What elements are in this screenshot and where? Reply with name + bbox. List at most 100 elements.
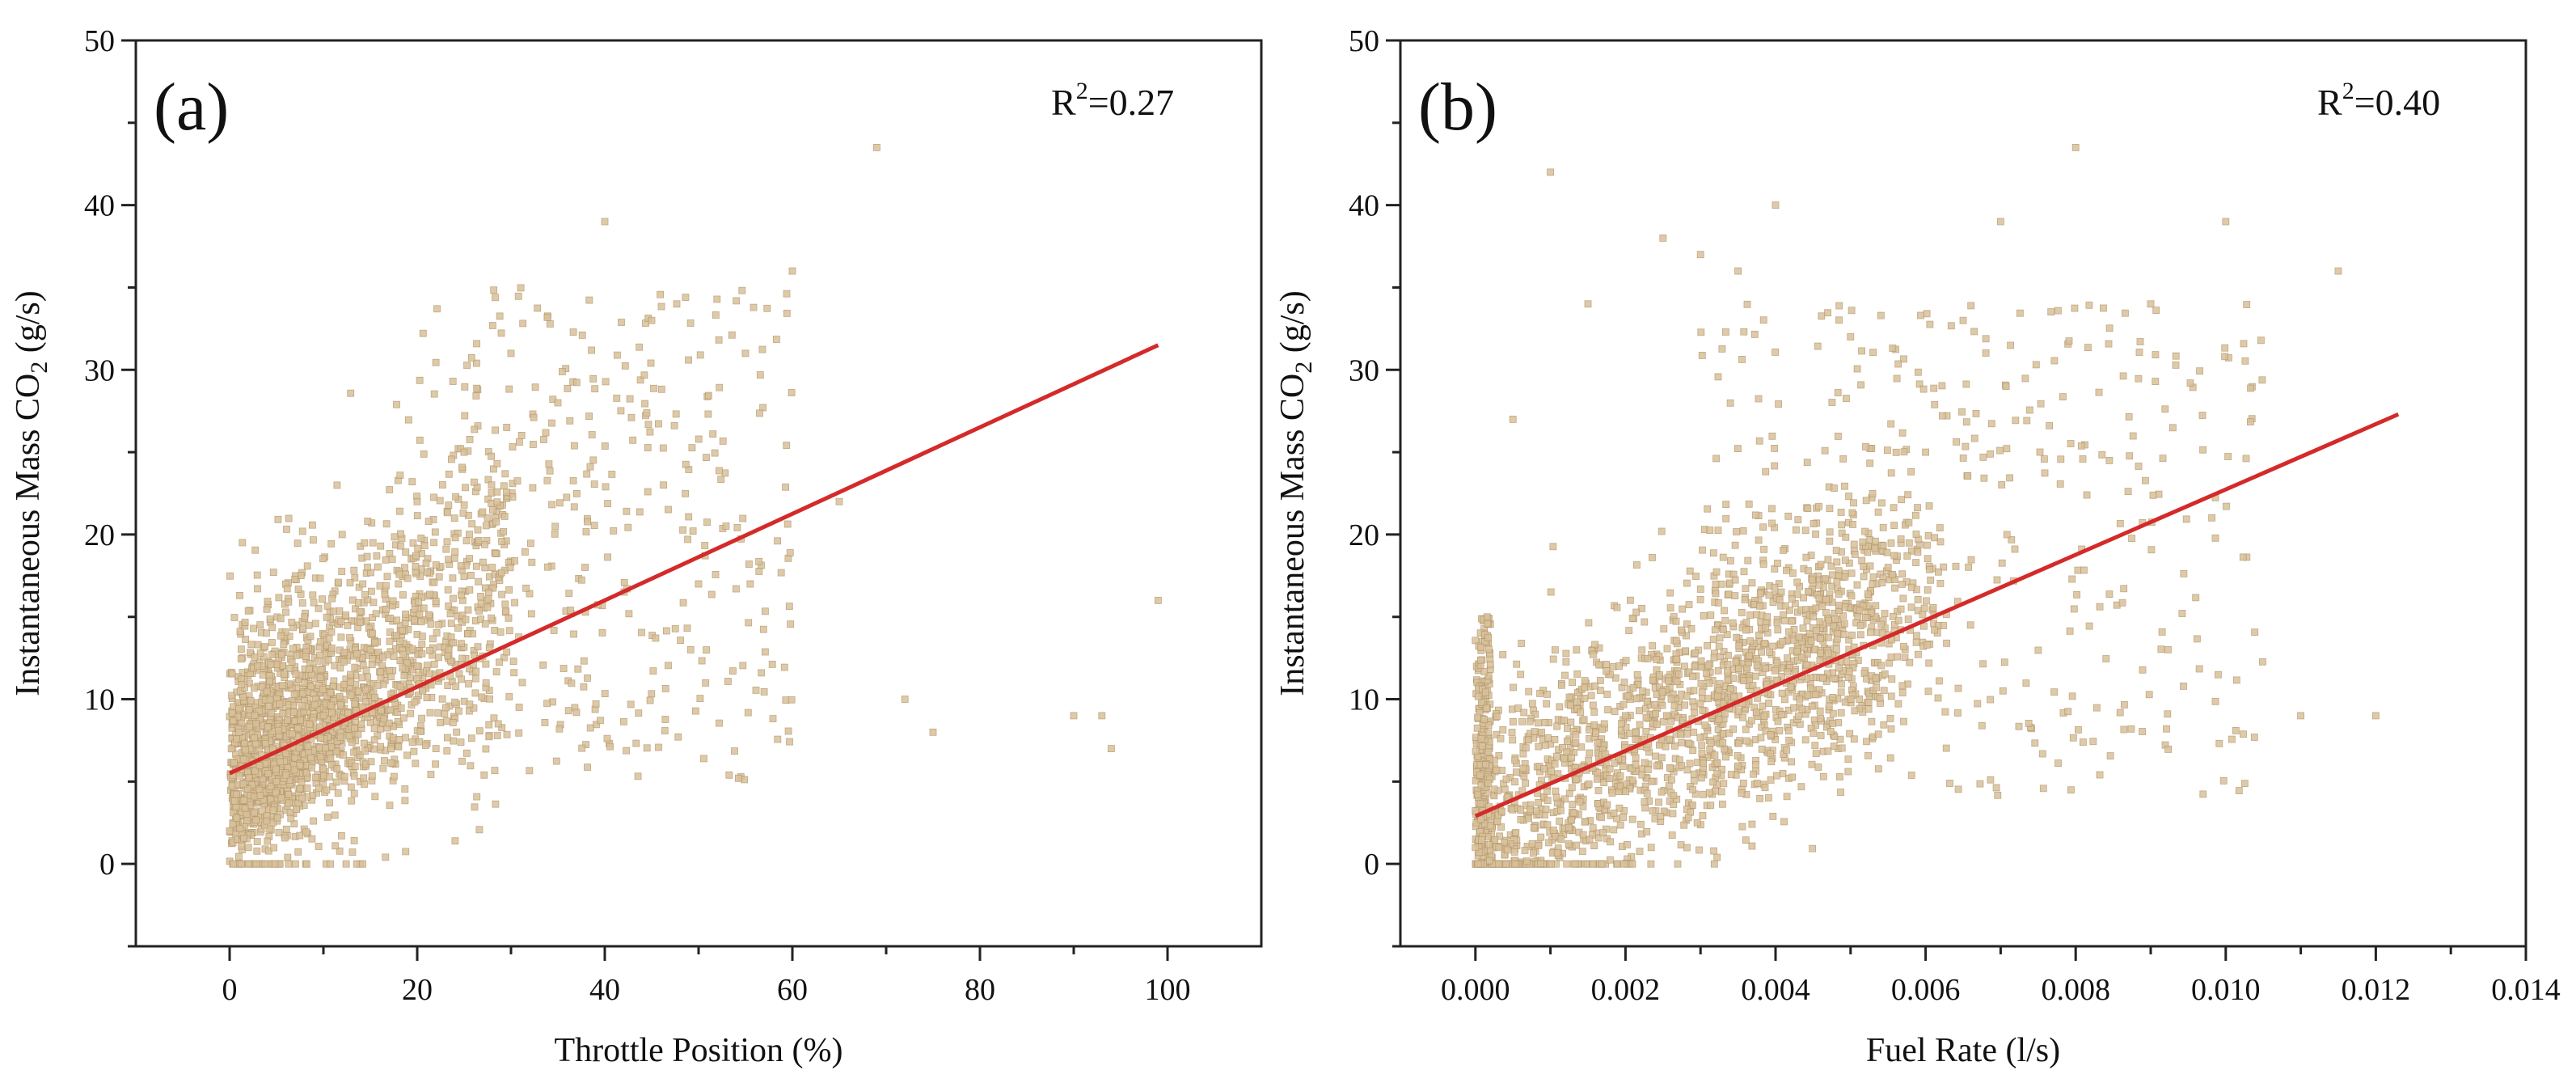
- panel-b-data-point: [1594, 775, 1601, 783]
- panel-b-data-point: [1688, 802, 1696, 809]
- panel-a-data-point: [286, 665, 294, 672]
- panel-a-data-point: [686, 646, 695, 653]
- panel-b-data-point: [1700, 612, 1708, 620]
- panel-a-data-point: [725, 771, 733, 779]
- panel-a-data-point: [573, 490, 581, 497]
- panel-b-data-point: [1751, 511, 1759, 519]
- panel-b-data-point: [1579, 831, 1587, 839]
- panel-a-data-point: [296, 761, 304, 769]
- panel-b-data-point: [1808, 760, 1816, 768]
- panel-b-data-point: [1838, 744, 1846, 752]
- panel-b-data-point: [1641, 759, 1649, 767]
- panel-a-data-point: [263, 687, 271, 696]
- panel-b-data-point: [1678, 762, 1686, 770]
- panel-b-data-point: [1800, 594, 1808, 602]
- panel-b-data-point: [1780, 611, 1788, 619]
- panel-a-data-point: [647, 359, 655, 367]
- panel-b-data-point: [1684, 814, 1692, 822]
- panel-b-data-point: [1886, 715, 1894, 722]
- panel-a-data-point: [377, 707, 385, 715]
- panel-b-data-point: [1962, 418, 1970, 426]
- panel-a-data-point: [238, 842, 246, 850]
- panel-b-data-point: [1683, 730, 1691, 738]
- panel-a-data-point: [640, 371, 648, 379]
- panel-b-data-point: [1877, 311, 1885, 319]
- panel-a-data-point: [472, 562, 480, 570]
- panel-a-data-point: [467, 572, 475, 579]
- panel-b-x-tick-label: 0.006: [1891, 973, 1961, 1007]
- panel-a-data-point: [418, 649, 426, 658]
- panel-a-data-point: [571, 442, 578, 450]
- panel-b-data-point: [1565, 823, 1573, 831]
- panel-a-data-point: [503, 489, 510, 497]
- panel-b-data-point: [1812, 750, 1820, 757]
- panel-a-data-point: [485, 733, 493, 741]
- panel-a-data-point: [712, 311, 720, 319]
- panel-a-data-point: [473, 340, 480, 348]
- panel-a-data-point: [340, 658, 348, 666]
- panel-a-data-point: [402, 734, 409, 742]
- panel-b-data-point: [1886, 659, 1893, 667]
- panel-b-data-point: [1763, 613, 1772, 621]
- panel-a-data-point: [319, 712, 327, 720]
- panel-a-data-point: [625, 610, 633, 618]
- panel-b-data-point: [1929, 603, 1937, 611]
- panel-b-data-point: [1746, 637, 1755, 645]
- panel-b-data-point: [1598, 860, 1606, 868]
- panel-b-data-point: [1680, 662, 1688, 670]
- panel-b-data-point: [1808, 576, 1816, 584]
- panel-b-data-point: [1653, 721, 1661, 728]
- panel-b-data-point: [1887, 653, 1895, 661]
- panel-b-data-point: [1476, 800, 1484, 807]
- panel-b-data-point: [2116, 708, 2124, 717]
- panel-b-data-point: [2158, 628, 2166, 636]
- panel-b-data-point: [1826, 728, 1835, 735]
- panel-b-data-point: [1892, 448, 1900, 456]
- panel-b-data-point: [1616, 821, 1624, 829]
- panel-a-data-point: [315, 785, 323, 793]
- panel-b-data-point: [1899, 594, 1907, 603]
- panel-b-data-point: [1906, 658, 1914, 666]
- panel-b-data-point: [2164, 645, 2172, 653]
- panel-b-data-point: [1749, 682, 1757, 689]
- panel-b-data-point: [1578, 848, 1586, 856]
- panel-a-data-point: [466, 436, 474, 443]
- panel-a-data-point: [517, 432, 526, 439]
- panel-a-data-point: [696, 351, 704, 359]
- panel-a-data-point: [306, 632, 315, 641]
- panel-b-data-point: [1666, 589, 1674, 597]
- panel-b-data-point: [1535, 799, 1543, 806]
- panel-b-data-point: [2246, 418, 2254, 425]
- panel-b-data-point: [1696, 596, 1704, 603]
- panel-a-data-point: [464, 606, 472, 614]
- panel-b-data-point: [1946, 780, 1953, 787]
- panel-a-data-point: [686, 319, 695, 327]
- panel-b-data-point: [1976, 780, 1984, 788]
- panel-b-data-point: [1543, 691, 1552, 698]
- panel-a-data-point: [289, 645, 297, 653]
- panel-b-data-point: [1485, 856, 1493, 865]
- panel-a-data-point: [434, 709, 442, 717]
- panel-b-data-point: [1545, 839, 1552, 847]
- panel-b-data-point: [1738, 823, 1746, 831]
- panel-b-data-point: [1696, 734, 1704, 742]
- panel-b-data-point: [1572, 738, 1580, 747]
- panel-a-data-point: [369, 539, 377, 547]
- panel-b-data-point: [1905, 539, 1913, 547]
- panel-b-data-point: [1783, 793, 1791, 801]
- panel-a-data-point: [408, 478, 416, 485]
- panel-b-data-point: [1835, 664, 1843, 672]
- panel-b-data-point: [2047, 308, 2055, 316]
- panel-b-data-point: [2141, 476, 2149, 484]
- panel-a-data-point: [759, 625, 767, 633]
- panel-b-data-point: [1478, 742, 1486, 750]
- panel-a-data-point: [526, 590, 534, 598]
- panel-a-data-point: [342, 860, 350, 868]
- panel-a-data-point: [285, 790, 293, 798]
- panel-a-data-point: [738, 286, 746, 294]
- panel-b-data-point: [2066, 627, 2074, 635]
- panel-b-data-point: [2139, 666, 2147, 674]
- panel-a-data-point: [369, 655, 377, 662]
- panel-b-data-point: [1696, 700, 1704, 708]
- panel-a-data-point: [310, 700, 319, 708]
